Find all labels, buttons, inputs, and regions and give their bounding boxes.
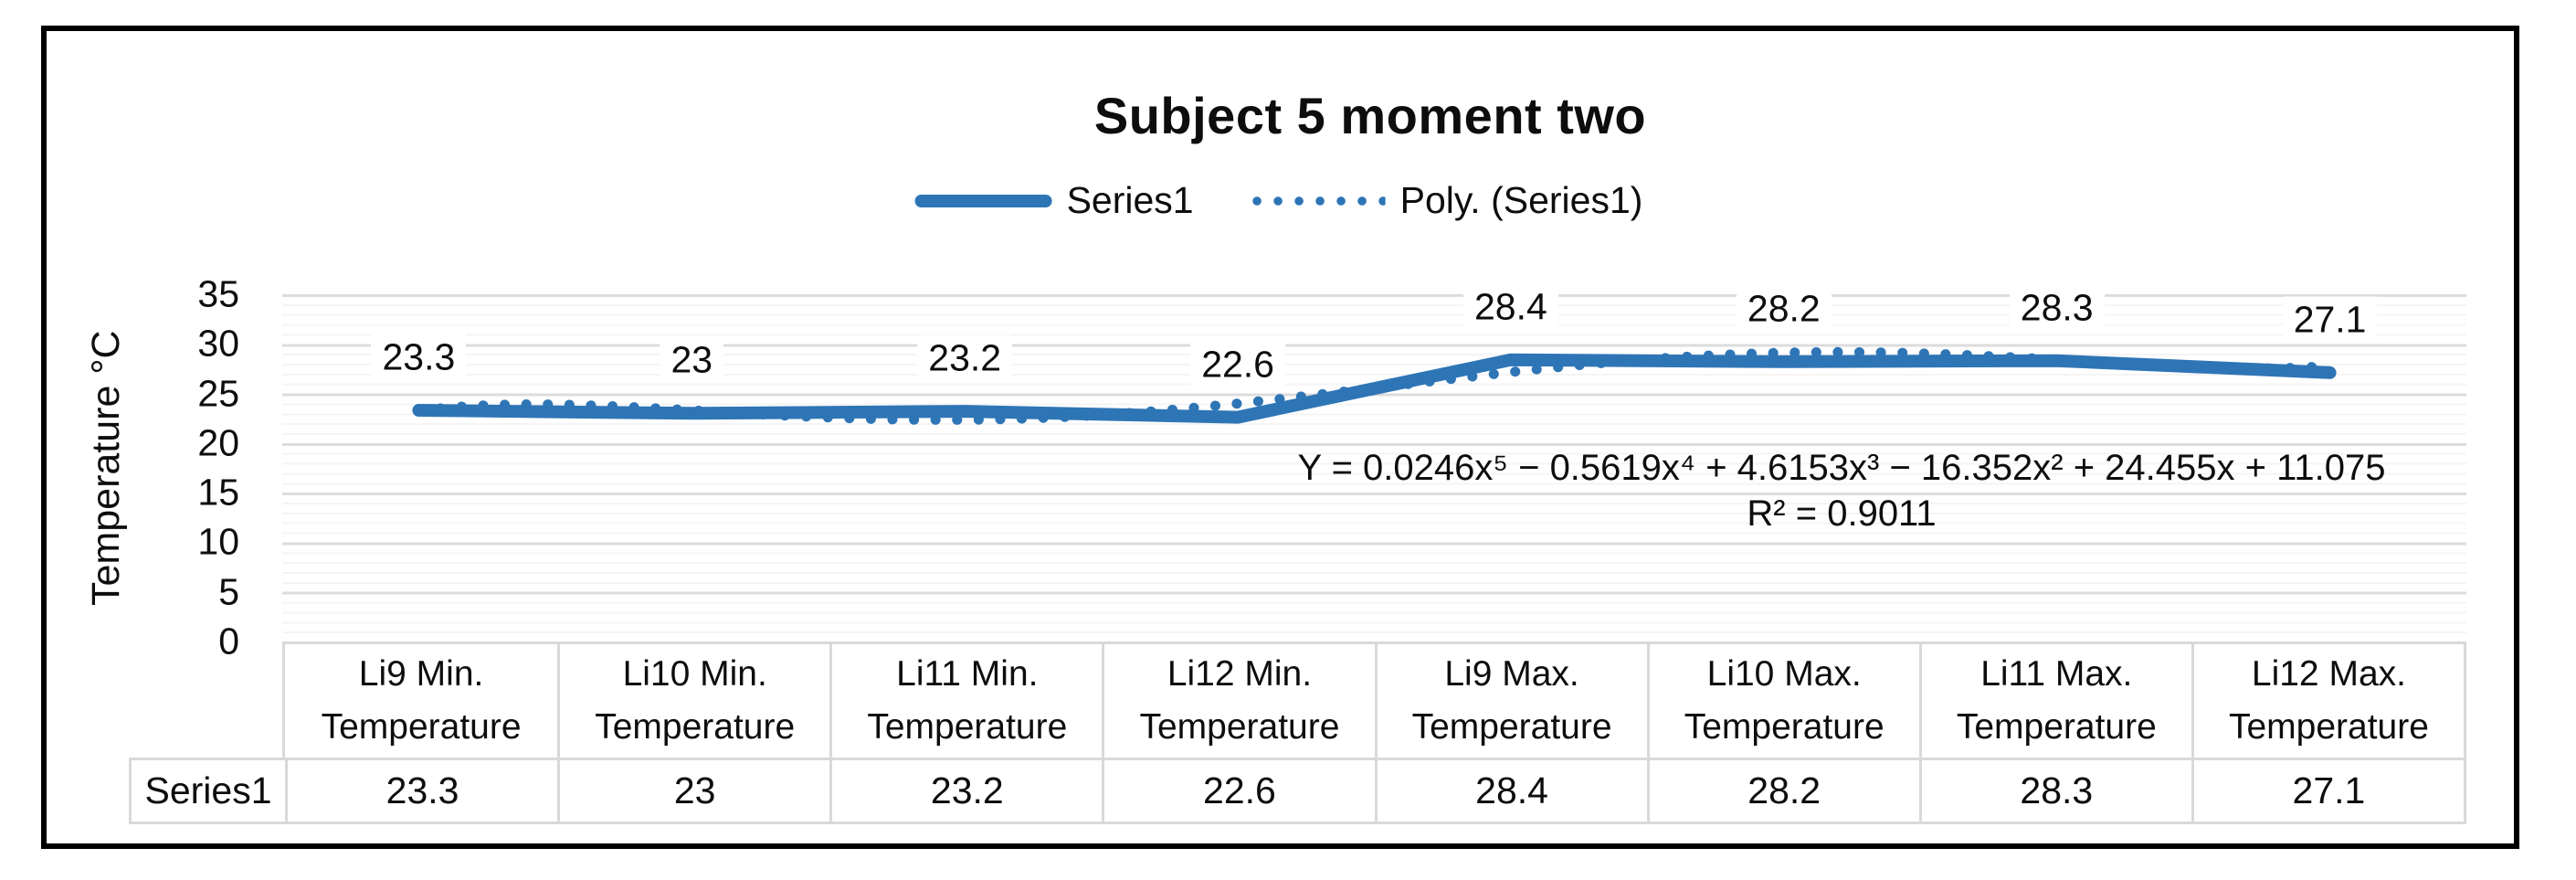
y-tick: 0 xyxy=(218,620,239,663)
table-header-cell: Li9 Min. Temperature xyxy=(321,653,522,747)
table-value-cell: 28.2 xyxy=(1646,760,1919,822)
table-header-cell: Li9 Max. Temperature xyxy=(1374,644,1647,758)
data-label: 28.3 xyxy=(2009,284,2105,332)
table-value-cell: 28.3 xyxy=(1918,760,2191,822)
table-value-cell: 28.4 xyxy=(1374,760,1647,822)
data-table-row: Series1 23.3 23 23.2 22.6 28.4 28.2 28.3… xyxy=(129,758,2466,824)
data-label: 23 xyxy=(660,336,724,384)
y-tick: 10 xyxy=(197,520,239,563)
data-label: 22.6 xyxy=(1190,341,1285,388)
data-label: 28.4 xyxy=(1462,283,1558,331)
table-value-cell: 22.6 xyxy=(1102,760,1374,822)
y-axis-tick-labels: 35 30 25 20 15 10 5 0 xyxy=(128,275,239,660)
y-tick: 20 xyxy=(197,421,239,464)
data-label: 23.3 xyxy=(371,334,467,381)
table-row-label: Series1 xyxy=(144,769,272,811)
series1-line-path xyxy=(412,353,2337,424)
data-table-header: Li9 Min. Temperature Li10 Min. Temperatu… xyxy=(282,641,2466,758)
table-value-cell: 27.1 xyxy=(2191,760,2464,822)
r-squared-label: R² = 0.9011 xyxy=(1747,493,1937,534)
legend-label-series1: Series1 xyxy=(1066,179,1194,221)
table-header-cell: Li11 Min. Temperature xyxy=(829,644,1102,758)
table-header-cell: Li12 Min. Temperature xyxy=(1102,644,1374,758)
chart-canvas xyxy=(412,346,2337,425)
legend-item-trendline: Poly. (Series1) xyxy=(1246,179,1643,222)
trendline-dotted-swatch-icon xyxy=(1246,195,1386,207)
data-label: 23.2 xyxy=(917,334,1013,382)
y-tick: 35 xyxy=(197,272,239,315)
table-header-cell: Li11 Max. Temperature xyxy=(1918,644,2191,758)
chart-title: Subject 5 moment two xyxy=(1093,87,1647,144)
table-value-cell: 23.3 xyxy=(285,760,557,822)
data-label: 27.1 xyxy=(2282,296,2378,344)
trendline-equation: Y = 0.0246x⁵ − 0.5619x⁴ + 4.6153x³ − 16.… xyxy=(1298,445,2386,536)
plot-area: 23.3 23 23.2 22.6 28.4 28.2 28.3 27.1 xyxy=(282,283,2466,641)
legend: Series1 Poly. (Series1) xyxy=(914,179,1643,222)
table-header-cell: Li10 Max. Temperature xyxy=(1646,644,1919,758)
data-label: 28.2 xyxy=(1736,285,1832,333)
table-value-cell: 23.2 xyxy=(829,760,1102,822)
y-tick: 25 xyxy=(197,372,239,415)
legend-item-series1: Series1 xyxy=(914,179,1194,222)
y-tick: 15 xyxy=(197,471,239,514)
table-value-cell: 23 xyxy=(557,760,829,822)
trendline-equation-text: Y = 0.0246x⁵ − 0.5619x⁴ + 4.6153x³ − 16.… xyxy=(1297,448,2386,488)
table-header-cell: Li12 Max. Temperature xyxy=(2191,644,2464,758)
y-tick: 5 xyxy=(218,570,239,613)
legend-label-trendline: Poly. (Series1) xyxy=(1399,179,1643,221)
table-header-cell: Li10 Min. Temperature xyxy=(557,644,829,758)
series1-line-swatch-icon xyxy=(914,194,1052,207)
y-tick: 30 xyxy=(197,322,239,365)
